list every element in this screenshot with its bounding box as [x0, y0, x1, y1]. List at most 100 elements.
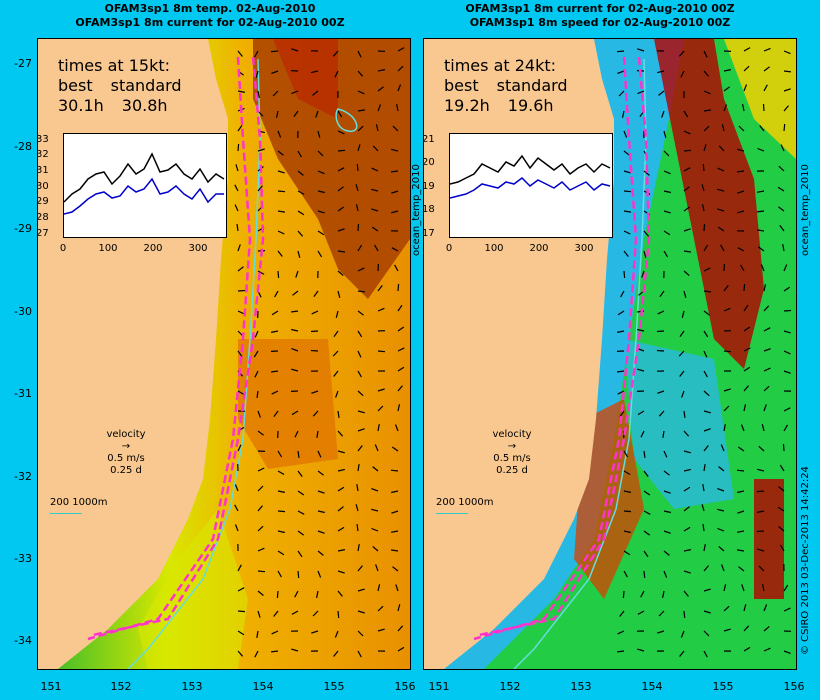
vector-arrow — [656, 330, 665, 333]
vector-arrow — [291, 610, 299, 615]
x-tick: 151 — [40, 680, 62, 693]
vector-arrow — [742, 103, 745, 112]
vector-arrow — [396, 103, 399, 112]
vector-arrow — [683, 228, 691, 232]
vector-arrow — [297, 150, 302, 158]
vector-arrow — [702, 483, 705, 492]
inset-y-tick: 30 — [37, 181, 49, 192]
vector-arrow — [782, 243, 785, 252]
vector-arrow — [756, 190, 765, 193]
vector-arrow — [640, 590, 645, 598]
vector-arrow — [683, 167, 691, 172]
vector-arrow — [337, 506, 344, 512]
vector-arrow — [291, 410, 299, 416]
vector-arrow — [637, 48, 645, 52]
vector-arrow — [643, 230, 650, 237]
vector-arrow — [703, 223, 706, 232]
vector-arrow — [377, 86, 384, 92]
vector-arrow — [317, 130, 321, 138]
speed-map-panel[interactable]: times at 24kt: best standard 19.2h 19.6h… — [423, 38, 797, 670]
vector-arrow — [643, 510, 651, 515]
vector-arrow — [717, 488, 725, 492]
vector-arrow — [291, 328, 299, 332]
vector-arrow — [723, 584, 727, 592]
vector-arrow — [337, 186, 344, 192]
vector-arrow — [657, 310, 665, 315]
y-tick: -32 — [14, 470, 32, 483]
vector-arrow — [357, 144, 361, 152]
vector-arrow — [783, 424, 789, 432]
vector-arrow — [297, 250, 301, 258]
inset-x-tick: 0 — [59, 243, 67, 254]
vector-arrow — [295, 270, 299, 278]
vector-arrow — [237, 266, 244, 272]
vector-arrow — [683, 270, 690, 277]
vector-arrow — [737, 247, 745, 252]
vector-arrow — [291, 348, 299, 352]
vector-arrow — [783, 50, 791, 55]
warm-core-north — [273, 39, 338, 119]
vector-arrow — [763, 625, 770, 632]
vector-arrow — [619, 410, 625, 418]
vector-arrow — [703, 650, 708, 658]
vector-arrow — [397, 366, 405, 372]
vector-arrow — [681, 390, 685, 398]
vector-arrow — [662, 590, 665, 599]
right-title-line2: OFAM3sp1 8m speed for 02-Aug-2010 00Z — [469, 16, 731, 29]
vector-arrow — [277, 230, 285, 235]
vector-arrow — [683, 486, 691, 492]
vector-arrow — [743, 404, 747, 412]
vector-arrow — [273, 410, 279, 418]
vector-arrow — [332, 350, 339, 357]
left-inset-chart — [63, 133, 227, 238]
vector-arrow — [701, 204, 705, 212]
vector-arrow — [620, 290, 625, 298]
vector-arrow — [703, 610, 711, 614]
vector-arrow — [397, 604, 401, 612]
vector-arrow — [737, 190, 745, 194]
vector-arrow — [763, 348, 771, 352]
vector-arrow — [334, 70, 339, 78]
vector-arrow — [297, 570, 300, 579]
x-tick: 152 — [499, 680, 521, 693]
vector-arrow — [297, 510, 305, 515]
vector-arrow — [717, 188, 725, 192]
vector-arrow — [317, 190, 325, 194]
vector-arrow — [703, 244, 709, 252]
temperature-map-panel[interactable]: times at 15kt: best standard 30.1h 30.8h… — [37, 38, 411, 670]
vector-arrow — [758, 445, 765, 452]
vector-arrow — [778, 165, 785, 172]
vector-arrow — [291, 368, 299, 372]
inset-x-tick: 200 — [143, 243, 163, 254]
vector-arrow — [643, 570, 646, 579]
vector-arrow — [337, 549, 346, 552]
vector-arrow — [703, 125, 710, 132]
vector-arrow — [743, 65, 750, 72]
vector-arrow — [297, 530, 305, 536]
inset-y-tick: 31 — [37, 165, 49, 176]
vector-arrow — [681, 310, 685, 318]
vector-arrow — [623, 530, 631, 534]
vector-arrow — [623, 250, 629, 257]
vector-arrow — [736, 530, 745, 533]
vector-arrow — [316, 430, 319, 438]
vector-arrow — [374, 444, 379, 452]
vector-arrow — [337, 450, 345, 454]
vector-arrow — [783, 370, 791, 374]
right-title-line1: OFAM3sp1 8m current for 02-Aug-2010 00Z — [465, 2, 735, 15]
colorbar-label-left: ocean_temp_2010 — [411, 164, 422, 256]
vector-arrow — [317, 210, 325, 214]
vector-arrow — [257, 270, 265, 275]
vector-arrow — [277, 570, 282, 578]
velocity-label: velocity — [106, 429, 146, 440]
vector-arrow — [397, 347, 405, 352]
vector-arrow — [783, 607, 791, 612]
vector-arrow — [316, 590, 319, 599]
vector-arrow — [271, 70, 279, 74]
vector-arrow — [257, 505, 263, 512]
depth-scale-line — [50, 513, 82, 514]
depth-contour — [127, 58, 261, 669]
vector-arrow — [257, 610, 261, 618]
vector-arrow — [277, 490, 286, 493]
vector-arrow — [721, 564, 725, 572]
